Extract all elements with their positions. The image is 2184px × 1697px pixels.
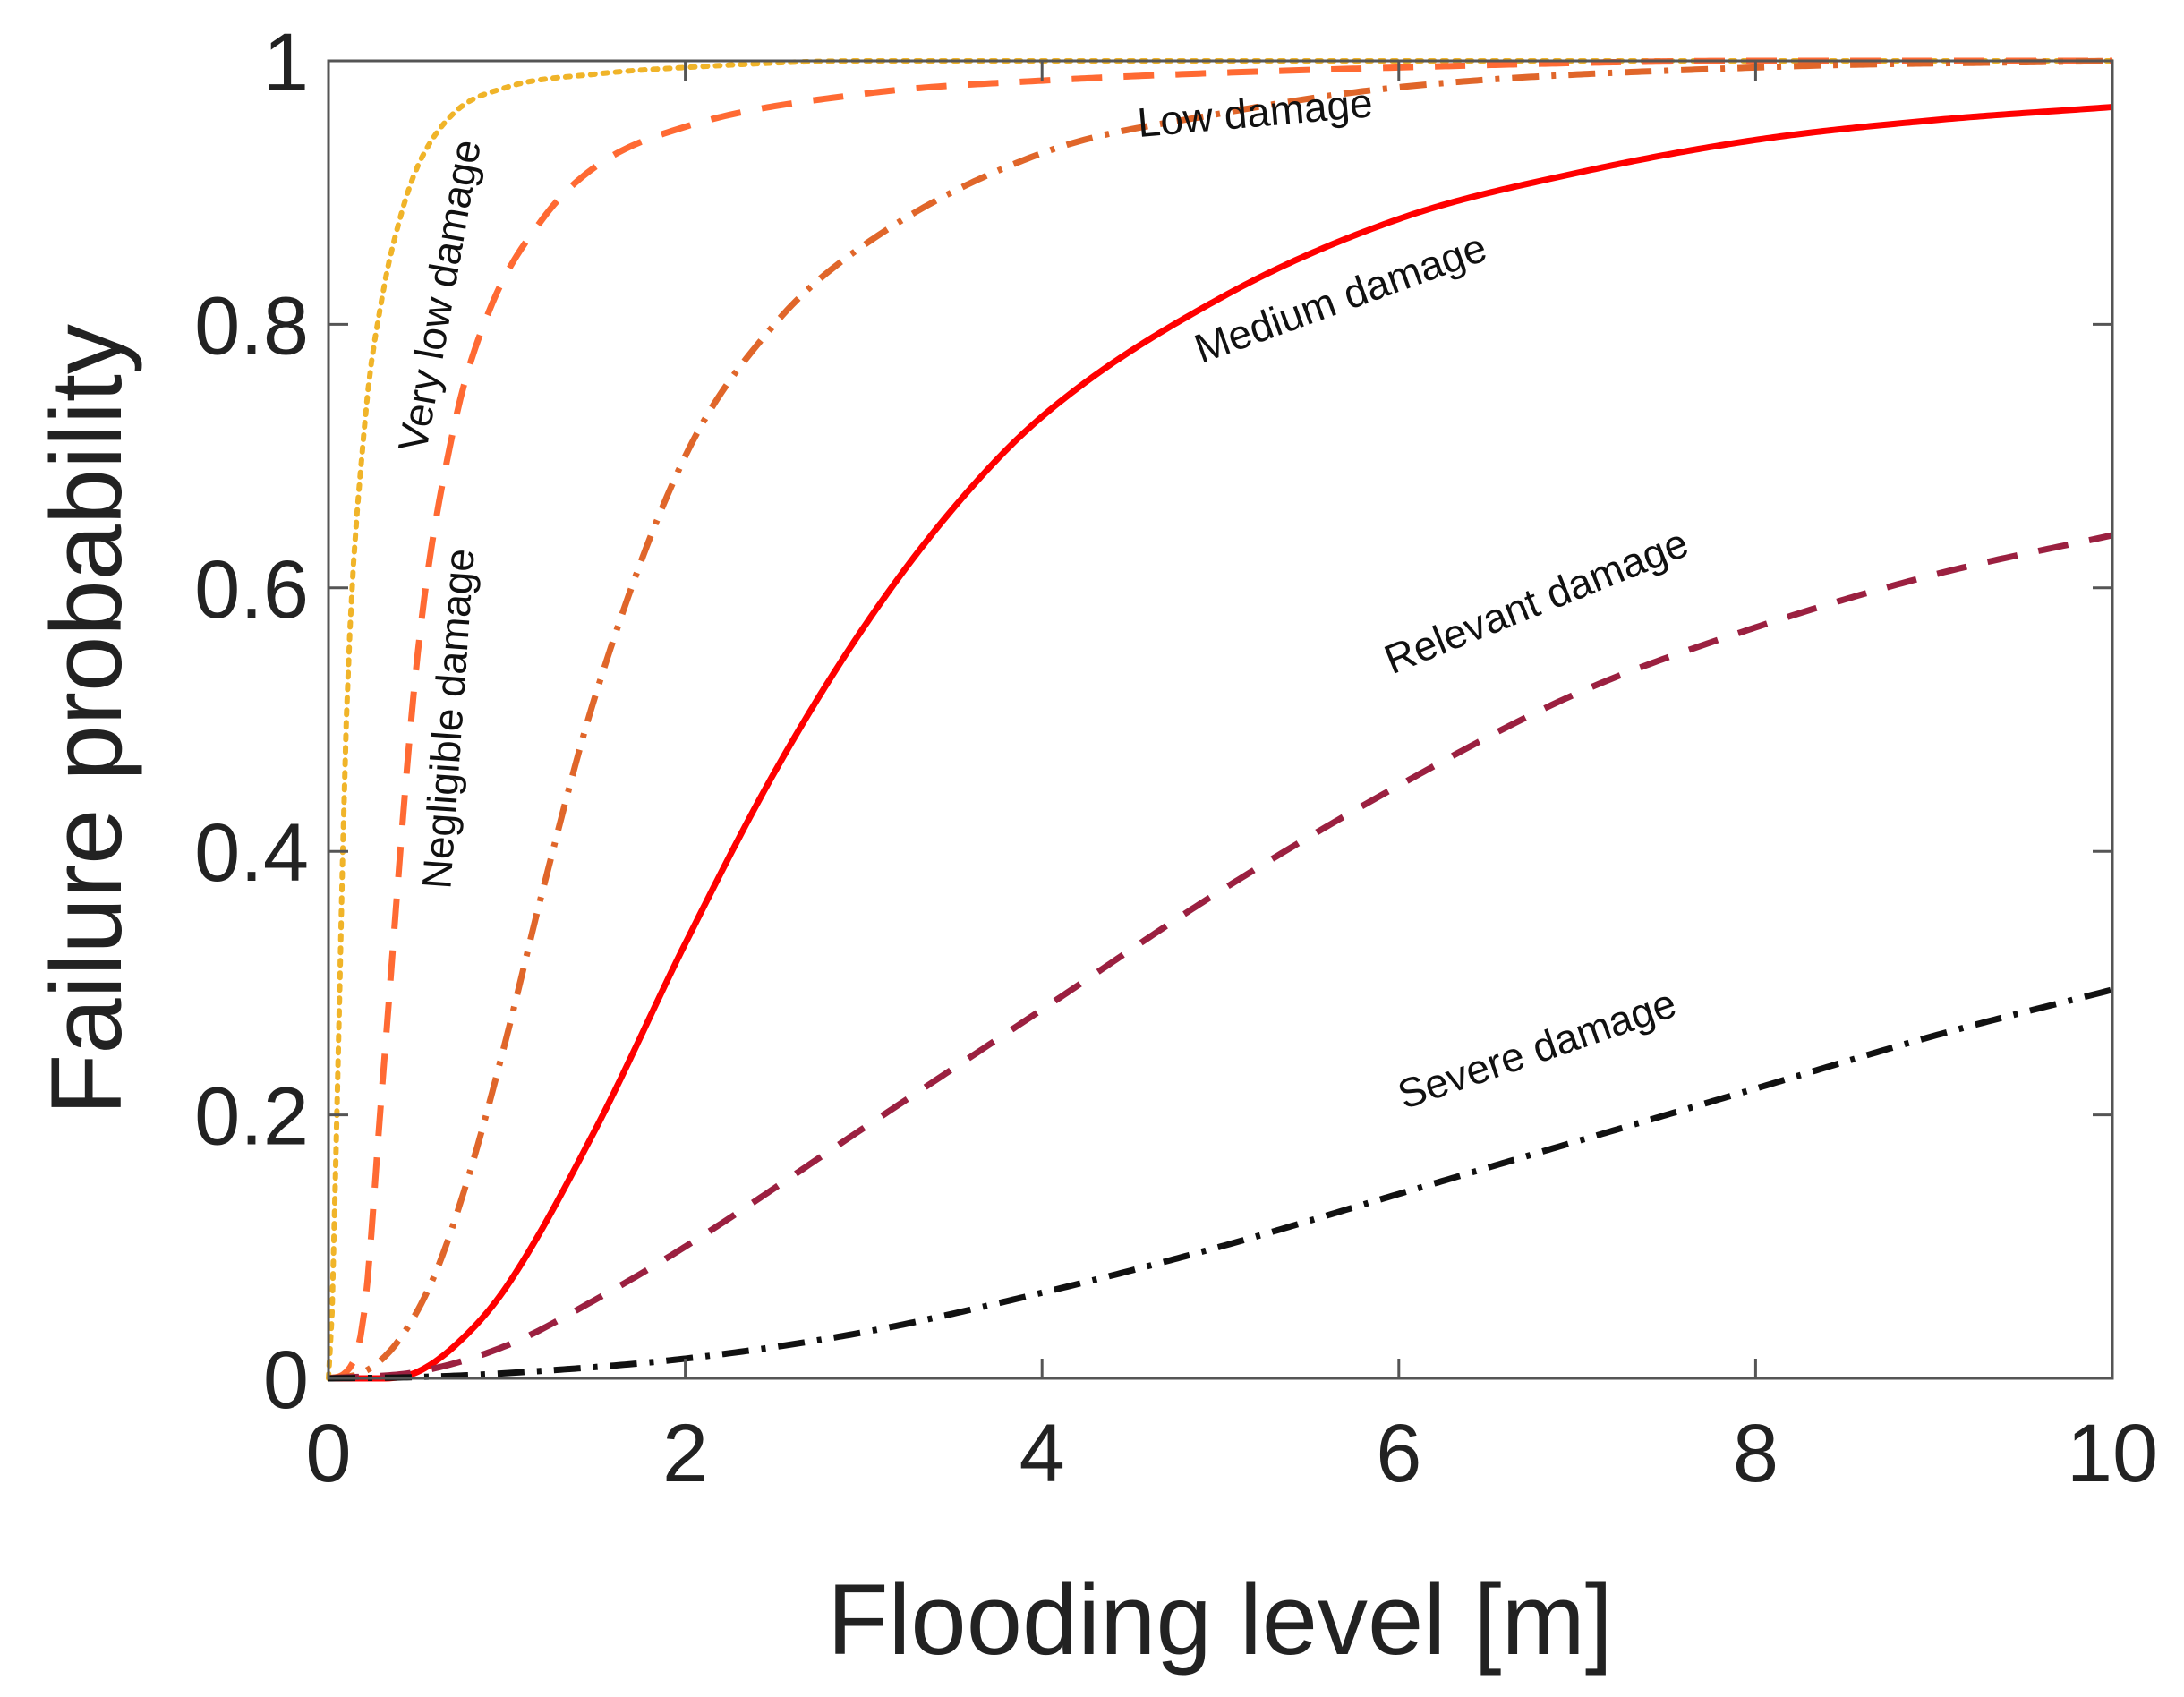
y-tick-label: 0.2 [194, 1071, 309, 1163]
x-tick-label: 8 [1733, 1408, 1779, 1499]
y-tick-label: 0.8 [194, 280, 309, 371]
series-line-severe-damage [328, 986, 2113, 1382]
series-line-medium-damage [328, 104, 2113, 1382]
x-tick-label: 0 [305, 1408, 351, 1499]
x-tick-label: 4 [1019, 1408, 1065, 1499]
y-tick-label: 1 [263, 17, 309, 108]
y-tick-label: 0.4 [194, 807, 309, 899]
y-tick-label: 0 [263, 1335, 309, 1426]
plot-frame [327, 59, 2114, 1380]
series-line-low-damage [328, 57, 2113, 1382]
x-tick-label: 2 [662, 1408, 708, 1499]
plot-background [328, 61, 2112, 1378]
series-line-relevant-damage [328, 532, 2113, 1382]
y-axis-label: Failure probability [30, 324, 142, 1115]
x-axis-label: Flooding level [m] [827, 1564, 1613, 1676]
x-tick-label: 6 [1376, 1408, 1421, 1499]
x-tick-label: 10 [2067, 1408, 2158, 1499]
y-tick-label: 0.6 [194, 544, 309, 635]
